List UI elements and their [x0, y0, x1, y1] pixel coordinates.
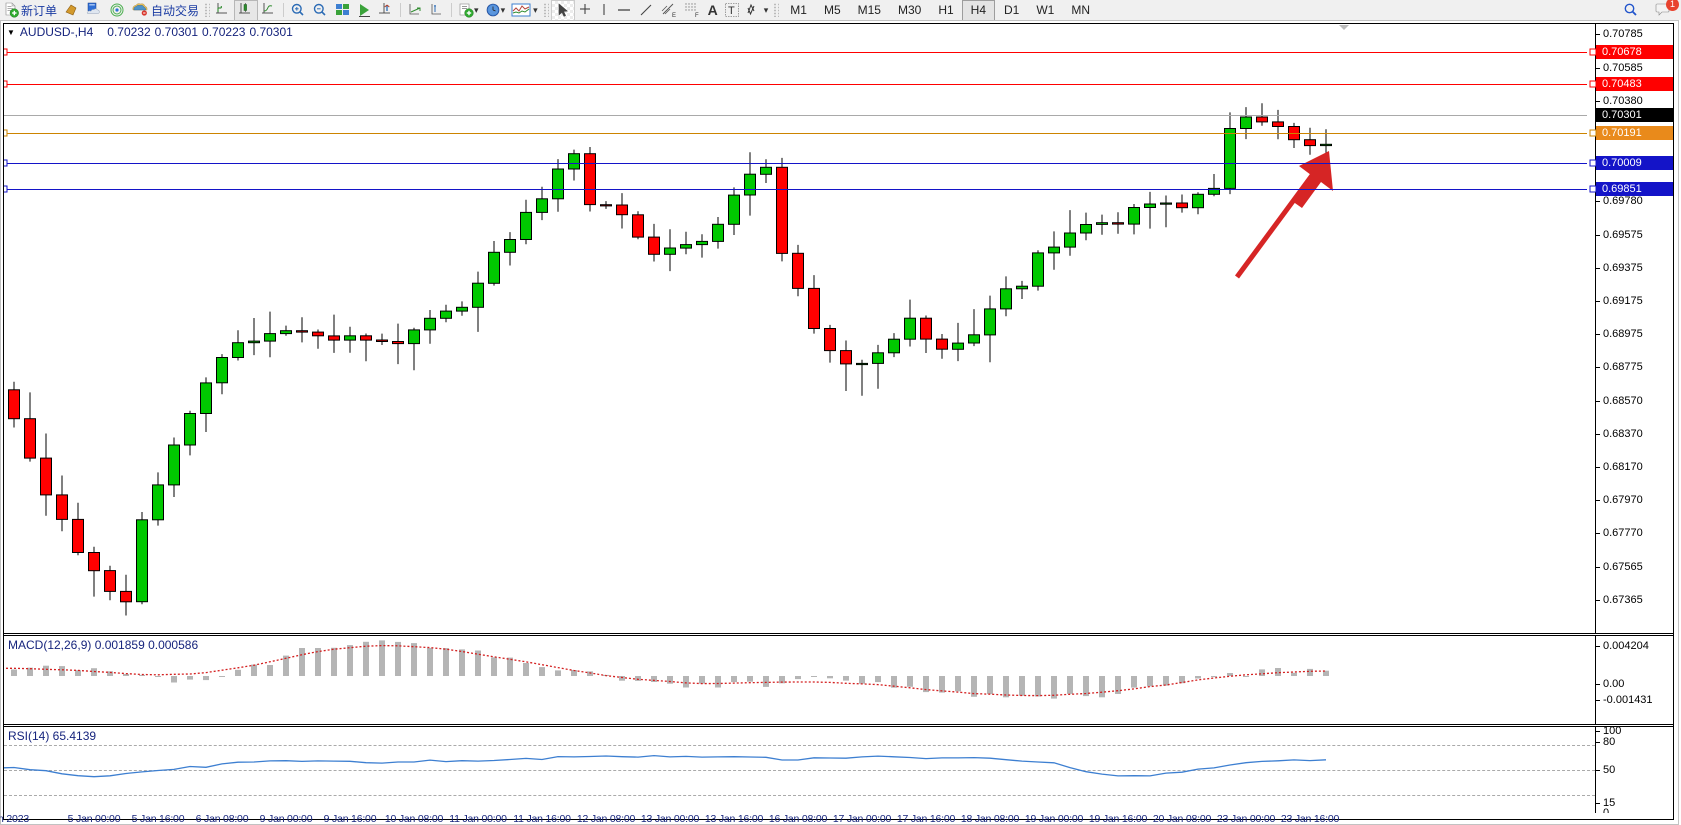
svg-text:F: F — [695, 13, 699, 18]
svg-text:T: T — [728, 5, 735, 17]
svg-text:E: E — [672, 13, 676, 18]
